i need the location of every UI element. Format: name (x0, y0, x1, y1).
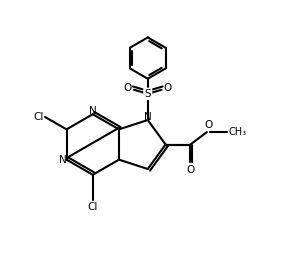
Text: O: O (164, 83, 172, 93)
Text: CH₃: CH₃ (229, 127, 247, 137)
Text: N: N (60, 155, 67, 165)
Text: O: O (204, 120, 212, 130)
Text: O: O (186, 165, 195, 175)
Text: Cl: Cl (33, 112, 44, 122)
Text: S: S (144, 89, 151, 99)
Text: O: O (124, 83, 132, 93)
Text: N: N (144, 112, 152, 122)
Text: N: N (89, 106, 97, 116)
Text: Cl: Cl (88, 202, 98, 212)
